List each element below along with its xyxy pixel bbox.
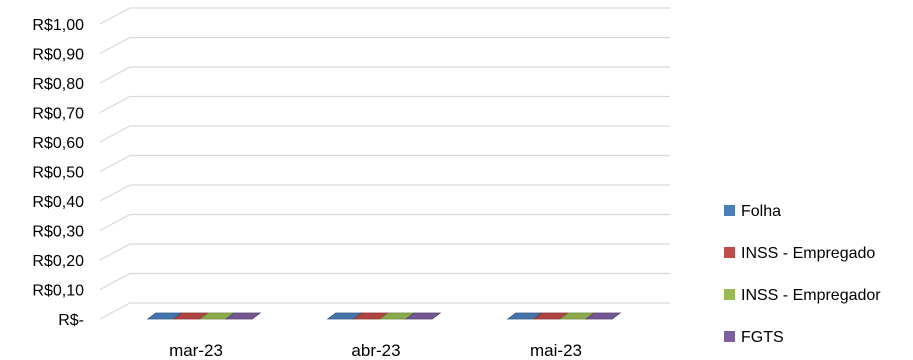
gridlines: [99, 7, 670, 320]
y-tick-label: R$0,90: [32, 47, 84, 64]
y-tick-label: R$0,70: [32, 106, 84, 123]
gridline: [99, 272, 670, 291]
y-tick-label: R$0,40: [32, 194, 84, 211]
gridline: [99, 154, 670, 173]
x-tick-label: mai-23: [530, 341, 582, 360]
gridline: [99, 125, 670, 143]
x-tick-label: abr-23: [351, 341, 400, 360]
gridline: [99, 7, 670, 25]
y-tick-label: R$0,20: [32, 253, 84, 270]
legend-item: INSS - Empregado: [724, 245, 875, 262]
y-tick-label: R$0,30: [32, 224, 84, 241]
gridline: [99, 95, 670, 114]
bar: [404, 312, 442, 320]
legend-swatch: [724, 331, 735, 342]
y-tick-label: R$0,60: [32, 135, 84, 152]
bar: [584, 312, 622, 320]
gridline: [99, 184, 670, 202]
bars: [146, 312, 622, 320]
legend-swatch: [724, 289, 735, 300]
y-axis-ticks: R$- R$0,10 R$0,20 R$0,30 R$0,40 R$0,50 R$0,60 R…: [32, 17, 84, 329]
legend-item: FGTS: [724, 329, 784, 346]
legend-swatch: [724, 205, 735, 216]
x-tick-label: mar-23: [169, 341, 223, 360]
y-tick-label: R$0,80: [32, 76, 84, 93]
legend-label: INSS - Empregado: [741, 245, 875, 262]
y-tick-label: R$0,10: [32, 283, 84, 300]
legend: Folha INSS - Empregado INSS - Empregador FG…: [724, 203, 881, 346]
y-tick-label: R$0,50: [32, 165, 84, 182]
y-tick-label: R$-: [58, 312, 84, 329]
legend-label: FGTS: [741, 329, 784, 346]
legend-item: INSS - Empregador: [724, 287, 881, 304]
legend-label: Folha: [741, 203, 781, 220]
legend-label: INSS - Empregador: [741, 287, 881, 304]
gridline: [99, 66, 670, 84]
gridline: [99, 302, 670, 320]
gridline: [99, 213, 670, 232]
x-axis-ticks: mar-23 abr-23 mai-23: [169, 341, 582, 360]
legend-item: Folha: [724, 203, 781, 220]
y-tick-label: R$1,00: [32, 17, 84, 34]
gridline: [99, 36, 670, 55]
legend-swatch: [724, 247, 735, 258]
bar: [224, 312, 262, 320]
gridline: [99, 243, 670, 261]
